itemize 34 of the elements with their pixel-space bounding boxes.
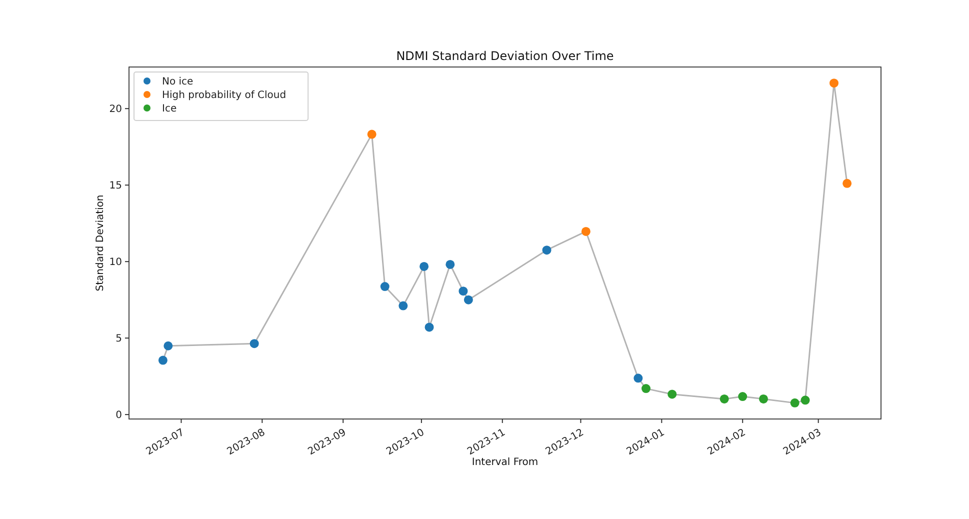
x-axis-title: Interval From bbox=[472, 457, 538, 468]
point bbox=[830, 78, 838, 88]
point bbox=[398, 301, 408, 310]
point bbox=[367, 130, 376, 139]
point bbox=[668, 390, 677, 399]
y-tick-label: 5 bbox=[116, 334, 122, 345]
point bbox=[581, 226, 590, 236]
point bbox=[446, 260, 455, 269]
point bbox=[800, 396, 810, 405]
point bbox=[634, 374, 643, 383]
point bbox=[420, 262, 429, 271]
point bbox=[642, 384, 650, 394]
legend-label: No ice bbox=[162, 76, 194, 88]
point bbox=[842, 178, 852, 188]
legend-label: Ice bbox=[162, 104, 177, 114]
chart-title: NDMI Standard Deviation Over Time bbox=[396, 49, 614, 63]
point bbox=[380, 282, 390, 292]
point bbox=[164, 341, 173, 350]
legend-label: High probability of Cloud bbox=[162, 90, 286, 101]
point bbox=[158, 356, 168, 365]
y-tick-label: 20 bbox=[109, 104, 122, 116]
point bbox=[738, 392, 748, 402]
point bbox=[542, 246, 552, 255]
point bbox=[790, 398, 800, 408]
y-tick-label: 10 bbox=[109, 257, 122, 268]
point bbox=[720, 394, 729, 404]
point bbox=[458, 286, 468, 296]
y-tick-label: 15 bbox=[109, 180, 122, 192]
point bbox=[250, 339, 259, 348]
point bbox=[759, 394, 768, 404]
y-axis-title: Standard Deviation bbox=[95, 194, 106, 292]
y-tick-label: 0 bbox=[116, 410, 122, 422]
point bbox=[464, 295, 473, 304]
point bbox=[424, 322, 434, 332]
